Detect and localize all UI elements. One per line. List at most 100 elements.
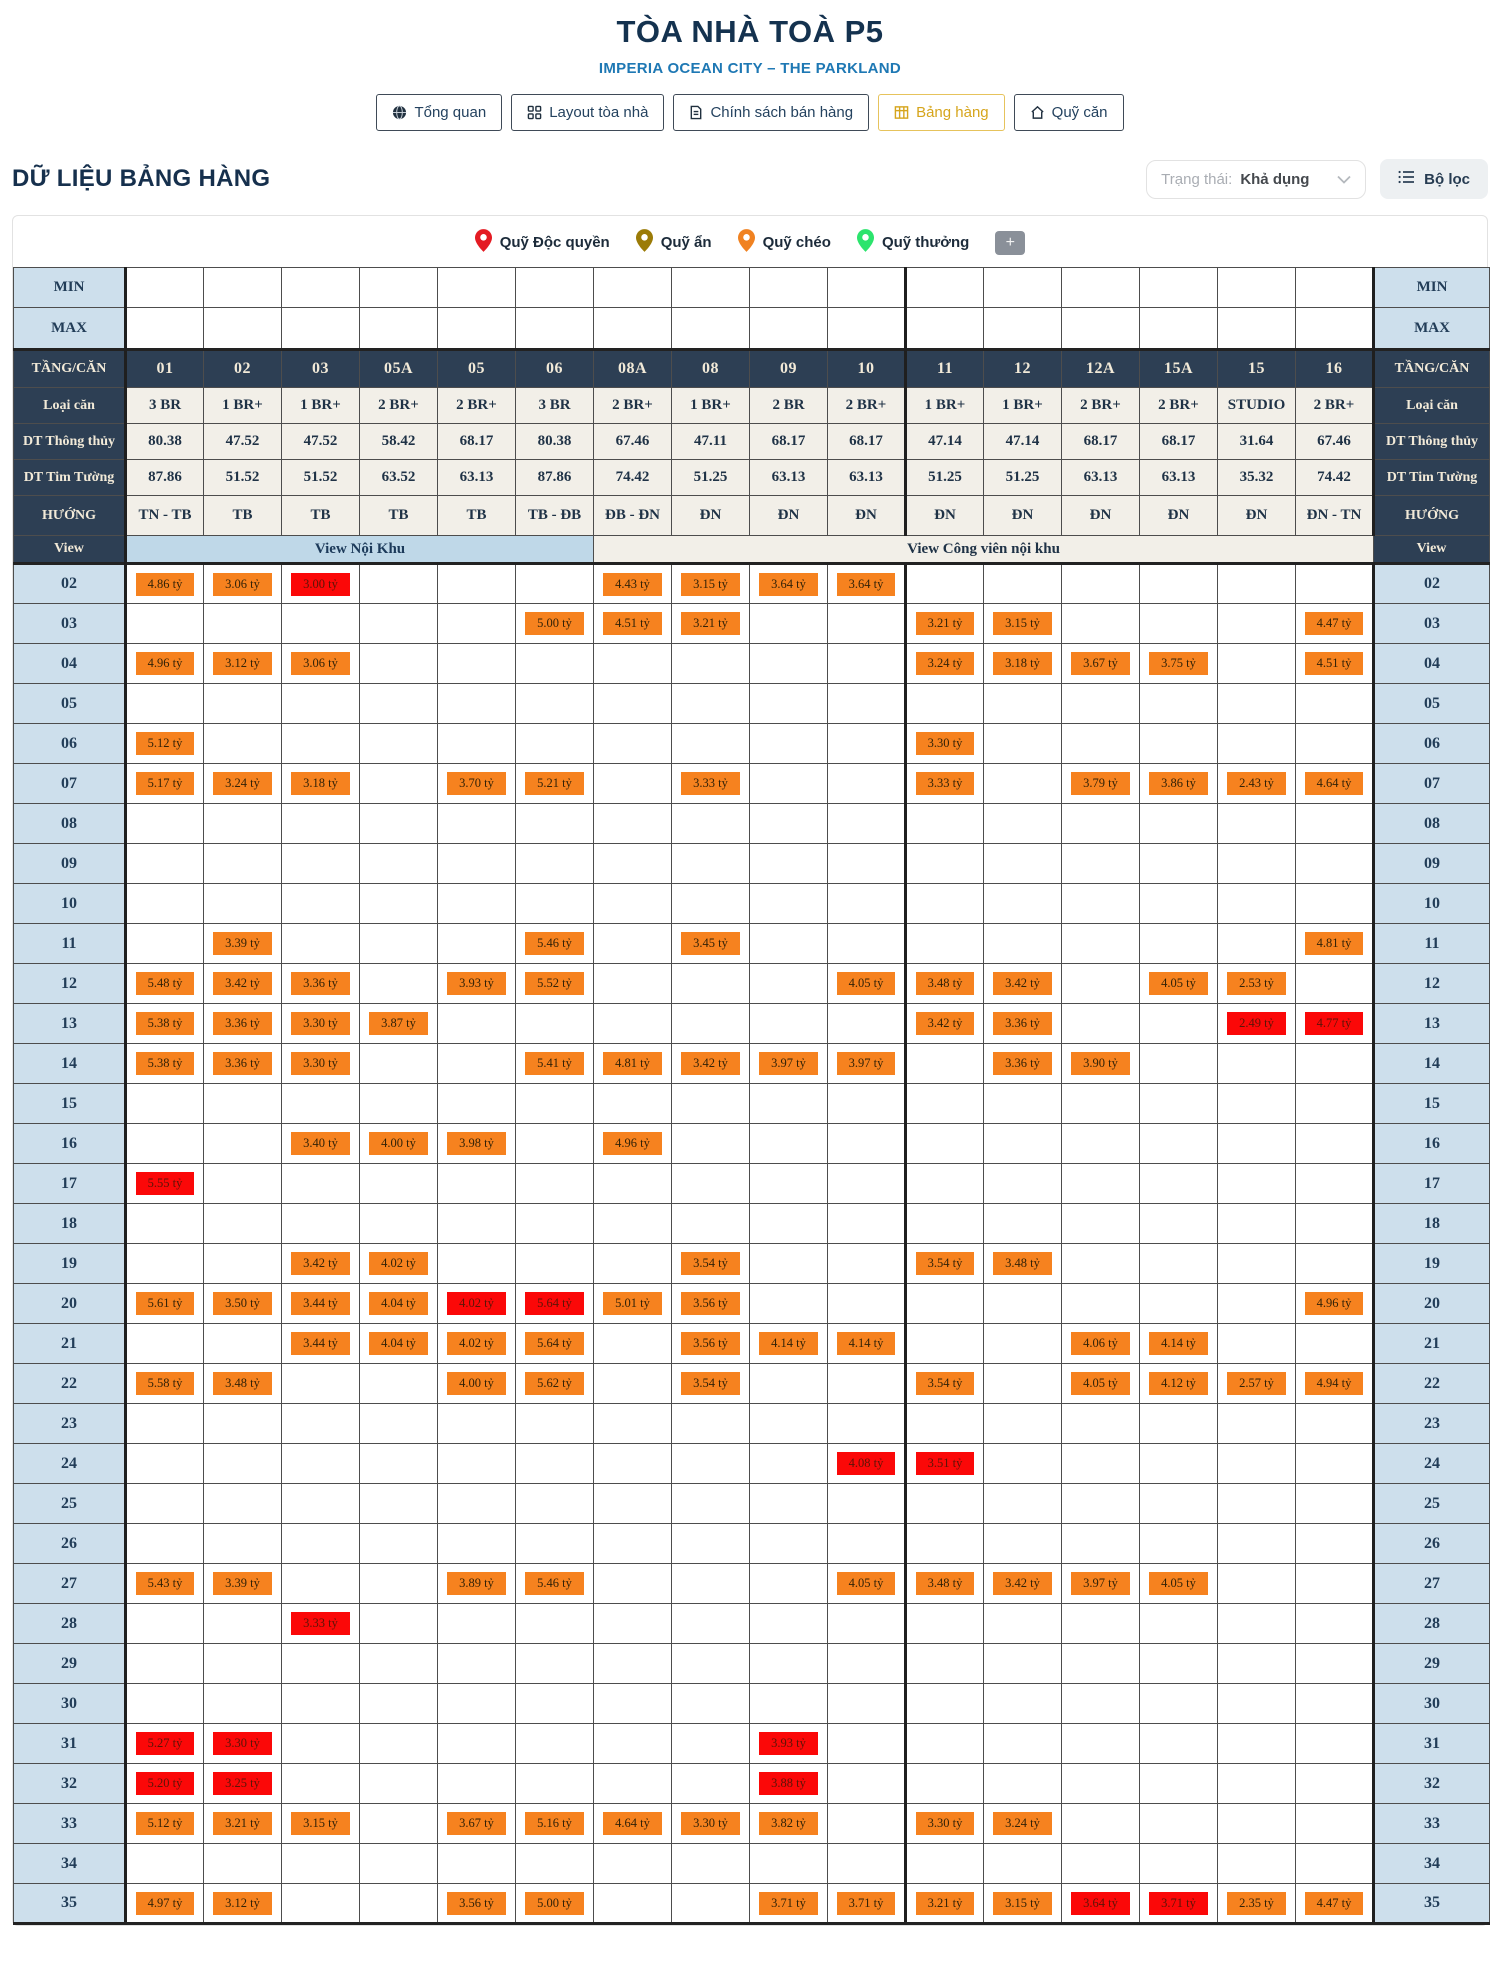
price-pill[interactable]: 4.14 tỷ bbox=[759, 1332, 818, 1355]
price-pill[interactable]: 3.15 tỷ bbox=[681, 572, 740, 596]
price-pill[interactable]: 5.61 tỷ bbox=[136, 1292, 194, 1315]
price-pill[interactable]: 3.48 tỷ bbox=[916, 972, 974, 995]
price-pill[interactable]: 4.94 tỷ bbox=[1305, 1372, 1363, 1395]
price-pill[interactable]: 5.27 tỷ bbox=[136, 1732, 194, 1755]
price-pill[interactable]: 3.36 tỷ bbox=[213, 1012, 272, 1035]
price-pill[interactable]: 3.56 tỷ bbox=[681, 1332, 740, 1355]
price-pill[interactable]: 5.55 tỷ bbox=[136, 1172, 194, 1195]
price-pill[interactable]: 3.42 tỷ bbox=[993, 1572, 1052, 1595]
price-pill[interactable]: 3.42 tỷ bbox=[993, 972, 1052, 995]
price-pill[interactable]: 4.00 tỷ bbox=[369, 1132, 428, 1155]
price-pill[interactable]: 5.20 tỷ bbox=[136, 1772, 194, 1795]
price-pill[interactable]: 3.45 tỷ bbox=[681, 932, 740, 955]
price-pill[interactable]: 4.05 tỷ bbox=[1071, 1372, 1130, 1395]
price-pill[interactable]: 4.51 tỷ bbox=[603, 612, 662, 635]
price-pill[interactable]: 5.00 tỷ bbox=[525, 1891, 584, 1915]
price-pill[interactable]: 3.71 tỷ bbox=[759, 1891, 818, 1915]
price-pill[interactable]: 5.62 tỷ bbox=[525, 1372, 584, 1395]
price-pill[interactable]: 4.12 tỷ bbox=[1149, 1372, 1208, 1395]
price-pill[interactable]: 3.36 tỷ bbox=[993, 1012, 1052, 1035]
tab-layout-toa-nha[interactable]: Layout tòa nhà bbox=[511, 94, 665, 131]
price-pill[interactable]: 3.12 tỷ bbox=[213, 652, 272, 675]
price-pill[interactable]: 3.21 tỷ bbox=[681, 612, 740, 635]
price-pill[interactable]: 4.86 tỷ bbox=[136, 572, 194, 596]
price-pill[interactable]: 3.33 tỷ bbox=[291, 1612, 350, 1635]
price-pill[interactable]: 4.06 tỷ bbox=[1071, 1332, 1130, 1355]
price-pill[interactable]: 5.38 tỷ bbox=[136, 1012, 194, 1035]
price-pill[interactable]: 2.43 tỷ bbox=[1227, 772, 1286, 795]
price-pill[interactable]: 3.40 tỷ bbox=[291, 1132, 350, 1155]
price-pill[interactable]: 4.47 tỷ bbox=[1305, 1891, 1363, 1915]
price-pill[interactable]: 3.39 tỷ bbox=[213, 1572, 272, 1595]
price-pill[interactable]: 5.38 tỷ bbox=[136, 1052, 194, 1075]
price-pill[interactable]: 5.46 tỷ bbox=[525, 932, 584, 955]
price-pill[interactable]: 3.70 tỷ bbox=[447, 772, 506, 795]
price-pill[interactable]: 4.08 tỷ bbox=[837, 1452, 895, 1475]
price-pill[interactable]: 4.77 tỷ bbox=[1305, 1012, 1363, 1035]
legend-add-button[interactable]: + bbox=[995, 230, 1026, 255]
price-pill[interactable]: 3.42 tỷ bbox=[213, 972, 272, 995]
price-pill[interactable]: 3.24 tỷ bbox=[916, 652, 974, 675]
tab-chinh-sach-ban-hang[interactable]: Chính sách bán hàng bbox=[673, 94, 870, 131]
price-pill[interactable]: 5.01 tỷ bbox=[603, 1292, 662, 1315]
price-pill[interactable]: 4.47 tỷ bbox=[1305, 612, 1363, 635]
price-pill[interactable]: 3.36 tỷ bbox=[213, 1052, 272, 1075]
price-pill[interactable]: 3.82 tỷ bbox=[759, 1812, 818, 1835]
price-pill[interactable]: 2.49 tỷ bbox=[1227, 1012, 1286, 1035]
price-pill[interactable]: 2.57 tỷ bbox=[1227, 1372, 1286, 1395]
price-pill[interactable]: 4.05 tỷ bbox=[1149, 1572, 1208, 1595]
price-pill[interactable]: 3.36 tỷ bbox=[993, 1052, 1052, 1075]
price-pill[interactable]: 3.54 tỷ bbox=[681, 1252, 740, 1275]
price-pill[interactable]: 5.12 tỷ bbox=[136, 1812, 194, 1835]
price-pill[interactable]: 3.18 tỷ bbox=[291, 772, 350, 795]
price-pill[interactable]: 3.42 tỷ bbox=[291, 1252, 350, 1275]
tab-bang-hang[interactable]: Bảng hàng bbox=[878, 94, 1005, 131]
price-pill[interactable]: 3.33 tỷ bbox=[916, 772, 974, 795]
price-pill[interactable]: 3.64 tỷ bbox=[759, 572, 818, 596]
price-pill[interactable]: 3.67 tỷ bbox=[1071, 652, 1130, 675]
price-pill[interactable]: 2.53 tỷ bbox=[1227, 972, 1286, 995]
price-pill[interactable]: 4.05 tỷ bbox=[837, 1572, 895, 1595]
price-pill[interactable]: 3.15 tỷ bbox=[291, 1812, 350, 1835]
price-pill[interactable]: 4.64 tỷ bbox=[1305, 772, 1363, 795]
price-pill[interactable]: 3.86 tỷ bbox=[1149, 772, 1208, 795]
price-pill[interactable]: 5.64 tỷ bbox=[525, 1332, 584, 1355]
price-pill[interactable]: 3.21 tỷ bbox=[916, 612, 974, 635]
price-pill[interactable]: 4.00 tỷ bbox=[447, 1372, 506, 1395]
price-pill[interactable]: 3.30 tỷ bbox=[291, 1052, 350, 1075]
price-pill[interactable]: 4.02 tỷ bbox=[447, 1292, 506, 1315]
price-pill[interactable]: 3.56 tỷ bbox=[681, 1292, 740, 1315]
price-pill[interactable]: 4.14 tỷ bbox=[837, 1332, 895, 1355]
price-pill[interactable]: 3.56 tỷ bbox=[447, 1891, 506, 1915]
price-pill[interactable]: 3.42 tỷ bbox=[916, 1012, 974, 1035]
price-pill[interactable]: 3.15 tỷ bbox=[993, 1891, 1052, 1915]
price-pill[interactable]: 3.75 tỷ bbox=[1149, 652, 1208, 675]
price-pill[interactable]: 5.52 tỷ bbox=[525, 972, 584, 995]
price-pill[interactable]: 3.87 tỷ bbox=[369, 1012, 428, 1035]
price-pill[interactable]: 3.50 tỷ bbox=[213, 1292, 272, 1315]
price-pill[interactable]: 5.12 tỷ bbox=[136, 732, 194, 755]
price-pill[interactable]: 5.46 tỷ bbox=[525, 1572, 584, 1595]
price-pill[interactable]: 3.89 tỷ bbox=[447, 1572, 506, 1595]
price-pill[interactable]: 4.02 tỷ bbox=[369, 1252, 428, 1275]
price-pill[interactable]: 3.06 tỷ bbox=[213, 572, 272, 596]
price-pill[interactable]: 3.97 tỷ bbox=[1071, 1572, 1130, 1595]
filter-button[interactable]: Bộ lọc bbox=[1380, 159, 1488, 199]
price-pill[interactable]: 3.06 tỷ bbox=[291, 652, 350, 675]
price-pill[interactable]: 4.43 tỷ bbox=[603, 572, 662, 596]
price-pill[interactable]: 3.39 tỷ bbox=[213, 932, 272, 955]
price-pill[interactable]: 3.30 tỷ bbox=[916, 732, 974, 755]
price-pill[interactable]: 3.93 tỷ bbox=[447, 972, 506, 995]
tab-quy-can[interactable]: Quỹ căn bbox=[1013, 94, 1124, 131]
price-pill[interactable]: 4.96 tỷ bbox=[1305, 1292, 1363, 1315]
price-pill[interactable]: 3.54 tỷ bbox=[916, 1372, 974, 1395]
price-pill[interactable]: 3.64 tỷ bbox=[837, 572, 895, 596]
price-pill[interactable]: 3.30 tỷ bbox=[681, 1812, 740, 1835]
price-pill[interactable]: 3.48 tỷ bbox=[993, 1252, 1052, 1275]
price-pill[interactable]: 3.98 tỷ bbox=[447, 1132, 506, 1155]
price-pill[interactable]: 4.04 tỷ bbox=[369, 1332, 428, 1355]
price-pill[interactable]: 3.36 tỷ bbox=[291, 972, 350, 995]
price-pill[interactable]: 3.51 tỷ bbox=[916, 1452, 974, 1475]
price-pill[interactable]: 5.21 tỷ bbox=[525, 772, 584, 795]
price-pill[interactable]: 3.25 tỷ bbox=[213, 1772, 272, 1795]
